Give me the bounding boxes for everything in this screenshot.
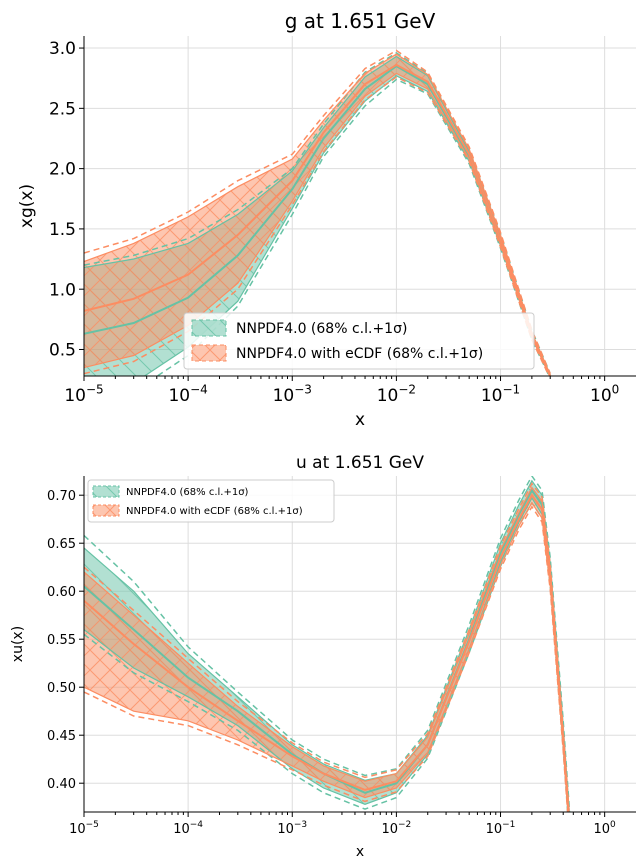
y-tick-labels: 0.5 1.0 1.5 2.0 2.5 3.0 [49,39,84,361]
legend: NNPDF4.0 (68% c.l.+1σ) NNPDF4.0 with eCD… [183,312,535,370]
gluon-panel: g at 1.651 GeV 10−5 10−4 10−3 10−2 10−1 100 0… [17,9,636,430]
x-tick-labels: 10−5 10−4 10−3 10−2 10−1 100 [69,812,616,837]
legend-label-ecdf: NNPDF4.0 with eCDF (68% c.l.+1σ) [126,506,303,517]
y-tick-label: 1.5 [49,220,76,240]
y-tick-labels: 0.40 0.45 0.50 0.55 0.60 0.65 0.70 [47,489,84,792]
legend: NNPDF4.0 (68% c.l.+1σ) NNPDF4.0 with eCD… [87,479,335,523]
y-axis-label: xg(x) [17,184,37,228]
up-quark-panel: u at 1.651 GeV 10−5 10−4 10−3 10−2 10−1 100 0… [10,453,636,860]
x-tick-label: 10−2 [377,382,416,406]
y-tick-label: 3.0 [49,39,76,59]
x-tick-labels: 10−5 10−4 10−3 10−2 10−1 100 [64,376,619,406]
legend-label-ecdf: NNPDF4.0 with eCDF (68% c.l.+1σ) [236,346,483,362]
y-axis-label: xu(x) [10,626,26,662]
central-line-ecdf [84,493,570,812]
y-tick-label: 0.70 [47,489,76,504]
x-tick-label: 10−3 [277,820,307,837]
x-tick-label: 10−1 [481,382,520,406]
legend-swatch-hatch-nnpdf40 [192,320,226,336]
hatch-ecdf [84,54,551,376]
y-tick-label: 0.5 [49,341,76,361]
y-tick-label: 0.45 [47,729,76,744]
legend-swatch-hatch-ecdf [192,345,226,361]
y-tick-label: 0.40 [47,777,76,792]
y-tick-label: 0.55 [47,633,76,648]
y-tick-label: 0.65 [47,537,76,552]
legend-frame [87,479,335,523]
x-tick-label: 100 [590,382,619,406]
legend-swatch-hatch-nnpdf40 [93,486,119,497]
legend-frame [183,312,535,370]
x-tick-label: 10−5 [69,820,99,837]
limit-low-ecdf [84,505,569,812]
x-tick-label: 10−4 [168,382,207,406]
y-tick-label: 0.50 [47,681,76,696]
y-tick-label: 1.0 [49,280,76,300]
legend-label-nnpdf40: NNPDF4.0 (68% c.l.+1σ) [126,487,249,498]
y-tick-label: 2.5 [49,99,76,119]
legend-swatch-hatch-ecdf [93,505,119,516]
x-tick-label: 10−1 [486,820,516,837]
x-axis-label: x [355,410,365,430]
band-edge-high-ecdf [84,53,551,376]
x-tick-label: 10−3 [273,382,312,406]
limit-high-nnpdf40 [84,476,571,812]
y-tick-label: 0.60 [47,585,76,600]
x-tick-label: 10−4 [173,820,203,837]
uncertainty-bands [84,54,551,376]
chart-title: g at 1.651 GeV [285,9,436,33]
chart-title: u at 1.651 GeV [296,453,424,473]
limit-high-ecdf [84,482,570,812]
x-tick-label: 10−2 [381,820,411,837]
x-tick-label: 10−5 [64,382,103,406]
x-axis-label: x [356,844,364,860]
x-tick-label: 100 [594,820,617,837]
series-lines [84,49,552,376]
central-line-ecdf [84,63,552,376]
limit-high-ecdf [84,49,551,374]
legend-label-nnpdf40: NNPDF4.0 (68% c.l.+1σ) [236,321,407,337]
series-lines [84,476,571,812]
band-edge-high-ecdf [84,486,570,812]
y-tick-label: 2.0 [49,160,76,180]
